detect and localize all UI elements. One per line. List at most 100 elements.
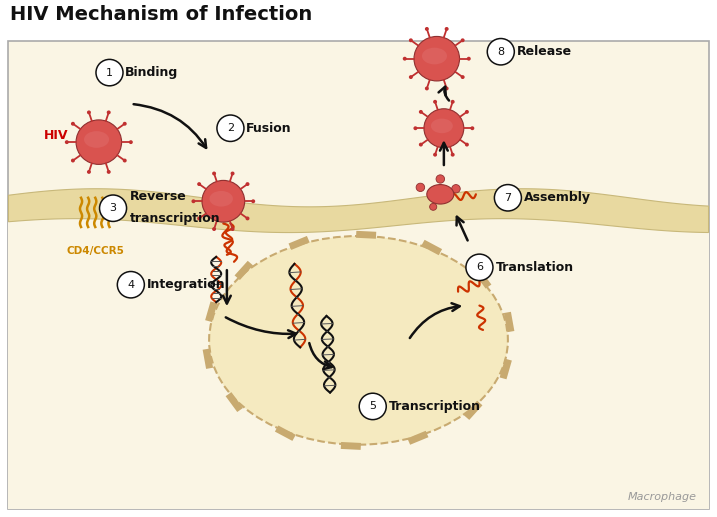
Ellipse shape (422, 48, 447, 64)
Polygon shape (464, 401, 483, 420)
Text: Reverse: Reverse (129, 190, 186, 203)
Circle shape (123, 159, 127, 162)
Circle shape (436, 175, 445, 183)
Ellipse shape (209, 236, 508, 445)
Circle shape (217, 115, 244, 142)
Circle shape (433, 100, 437, 104)
Circle shape (465, 143, 469, 146)
Circle shape (71, 122, 75, 126)
Text: 6: 6 (476, 262, 483, 272)
Text: 2: 2 (227, 123, 234, 133)
Circle shape (197, 217, 201, 220)
Circle shape (445, 27, 449, 31)
Circle shape (424, 109, 464, 148)
Circle shape (107, 111, 110, 114)
Circle shape (419, 143, 423, 146)
FancyArrowPatch shape (410, 303, 460, 338)
Text: Translation: Translation (496, 261, 574, 274)
Circle shape (445, 86, 449, 90)
Text: Macrophage: Macrophage (627, 492, 696, 501)
FancyArrowPatch shape (439, 87, 449, 100)
Polygon shape (356, 231, 376, 239)
Circle shape (465, 110, 469, 114)
FancyArrowPatch shape (226, 317, 296, 338)
Circle shape (87, 170, 91, 174)
Circle shape (460, 75, 465, 79)
Text: CD4/CCR5: CD4/CCR5 (67, 247, 124, 256)
Text: 7: 7 (504, 193, 511, 203)
Text: 4: 4 (128, 280, 134, 290)
Circle shape (414, 126, 417, 130)
Ellipse shape (209, 191, 233, 207)
Text: Assembly: Assembly (524, 191, 592, 204)
FancyArrowPatch shape (133, 104, 206, 148)
Circle shape (231, 172, 234, 175)
Circle shape (123, 122, 127, 126)
Polygon shape (421, 240, 442, 255)
Circle shape (495, 185, 521, 211)
Circle shape (451, 153, 455, 157)
Circle shape (231, 227, 234, 231)
Text: transcription: transcription (129, 211, 220, 225)
Polygon shape (9, 189, 708, 233)
Circle shape (71, 159, 75, 162)
Circle shape (460, 38, 465, 42)
Circle shape (452, 185, 460, 193)
Text: HIV Mechanism of Infection: HIV Mechanism of Infection (10, 5, 312, 24)
Text: Transcription: Transcription (389, 400, 480, 413)
Polygon shape (234, 261, 253, 280)
Circle shape (245, 182, 250, 186)
Circle shape (118, 271, 144, 298)
Circle shape (466, 254, 493, 281)
Circle shape (202, 180, 244, 222)
Circle shape (107, 170, 110, 174)
Polygon shape (226, 392, 243, 412)
Text: 8: 8 (497, 47, 504, 57)
Polygon shape (407, 431, 429, 445)
Circle shape (409, 75, 413, 79)
Text: 1: 1 (106, 68, 113, 78)
Circle shape (425, 86, 429, 90)
Circle shape (470, 126, 475, 130)
Circle shape (359, 393, 386, 420)
Circle shape (191, 200, 196, 203)
Circle shape (100, 195, 127, 221)
Polygon shape (504, 312, 514, 332)
Circle shape (403, 57, 407, 60)
Ellipse shape (84, 131, 109, 148)
FancyArrowPatch shape (309, 343, 332, 369)
Polygon shape (341, 442, 361, 450)
Circle shape (245, 217, 250, 220)
Polygon shape (474, 269, 491, 288)
Text: Release: Release (517, 45, 572, 58)
Polygon shape (203, 348, 213, 369)
Polygon shape (288, 236, 310, 250)
Ellipse shape (427, 185, 454, 204)
Circle shape (212, 227, 216, 231)
Bar (9, 222, 708, 509)
FancyBboxPatch shape (9, 41, 708, 509)
Text: Fusion: Fusion (246, 121, 292, 135)
Circle shape (414, 36, 460, 81)
Circle shape (429, 203, 437, 210)
Polygon shape (275, 425, 296, 441)
Circle shape (409, 38, 413, 42)
Text: Integration: Integration (147, 278, 226, 291)
Polygon shape (205, 301, 217, 322)
Circle shape (467, 57, 471, 60)
Circle shape (129, 140, 133, 144)
Text: HIV: HIV (44, 129, 68, 142)
Circle shape (451, 100, 455, 104)
Ellipse shape (431, 118, 453, 133)
Circle shape (416, 183, 424, 191)
Circle shape (65, 140, 69, 144)
Circle shape (76, 120, 122, 164)
Circle shape (419, 110, 423, 114)
Circle shape (87, 111, 91, 114)
Circle shape (433, 153, 437, 157)
Text: 5: 5 (369, 401, 376, 412)
Circle shape (212, 172, 216, 175)
Circle shape (425, 27, 429, 31)
Circle shape (251, 200, 255, 203)
Text: Binding: Binding (125, 66, 179, 79)
